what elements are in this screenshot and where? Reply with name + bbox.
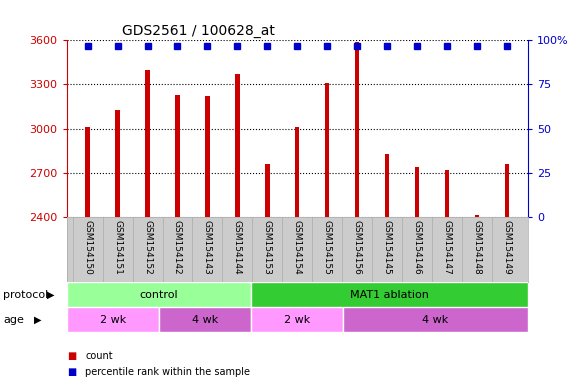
Text: GSM154148: GSM154148 (472, 220, 481, 275)
Text: GSM154154: GSM154154 (293, 220, 302, 275)
Bar (325, 83, 329, 217)
Bar (159, 307, 251, 332)
Text: ▶: ▶ (34, 314, 41, 325)
Bar (385, 154, 389, 217)
Text: age: age (3, 314, 24, 325)
Bar (265, 164, 270, 217)
Text: ■: ■ (67, 351, 76, 361)
Text: GDS2561 / 100628_at: GDS2561 / 100628_at (122, 24, 275, 38)
Bar (295, 127, 299, 217)
Text: 2 wk: 2 wk (100, 314, 126, 325)
Text: 4 wk: 4 wk (192, 314, 218, 325)
Bar (355, 42, 360, 217)
Bar (251, 307, 343, 332)
Bar (67, 282, 251, 307)
Text: GSM154155: GSM154155 (322, 220, 332, 275)
Text: GSM154143: GSM154143 (203, 220, 212, 275)
Text: GSM154144: GSM154144 (233, 220, 242, 275)
Bar (251, 282, 528, 307)
Bar (235, 74, 240, 217)
Text: GSM154151: GSM154151 (113, 220, 122, 275)
Bar (146, 70, 150, 217)
Text: GSM154146: GSM154146 (412, 220, 422, 275)
Text: GSM154156: GSM154156 (353, 220, 362, 275)
Bar (445, 170, 449, 217)
Bar (474, 215, 479, 217)
Text: ■: ■ (67, 367, 76, 377)
Text: GSM154149: GSM154149 (502, 220, 512, 275)
Bar (343, 307, 528, 332)
Text: GSM154152: GSM154152 (143, 220, 152, 275)
Bar (415, 167, 419, 217)
Text: GSM154153: GSM154153 (263, 220, 272, 275)
Bar (85, 127, 90, 217)
Text: count: count (85, 351, 113, 361)
Bar (205, 96, 210, 217)
Text: ▶: ▶ (48, 290, 55, 300)
Text: MAT1 ablation: MAT1 ablation (350, 290, 429, 300)
Text: control: control (140, 290, 178, 300)
Bar (175, 95, 180, 217)
Bar (67, 307, 159, 332)
Bar (115, 109, 120, 217)
Text: 2 wk: 2 wk (284, 314, 310, 325)
Text: GSM154147: GSM154147 (443, 220, 451, 275)
Bar (505, 164, 509, 217)
Text: percentile rank within the sample: percentile rank within the sample (85, 367, 250, 377)
Text: protocol: protocol (3, 290, 48, 300)
Text: GSM154142: GSM154142 (173, 220, 182, 275)
Text: 4 wk: 4 wk (422, 314, 449, 325)
Text: GSM154150: GSM154150 (83, 220, 92, 275)
Text: GSM154145: GSM154145 (383, 220, 392, 275)
